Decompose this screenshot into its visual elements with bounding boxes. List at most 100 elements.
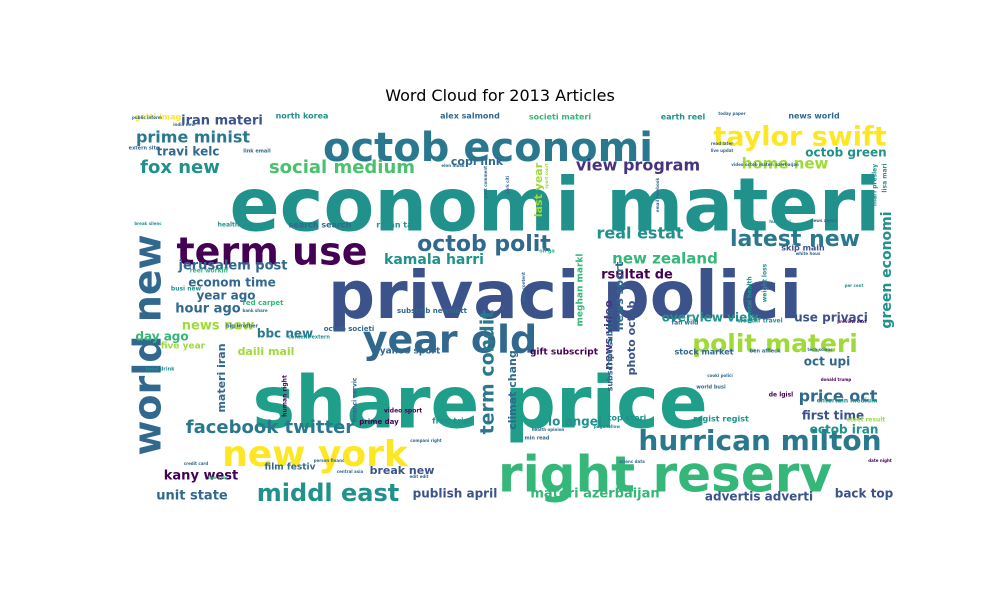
word-link-email: link email: [243, 149, 271, 155]
word-news-video: news video: [602, 300, 615, 370]
word-per-cent: per cent: [845, 283, 864, 288]
word-materi-iran: materi iran: [215, 343, 228, 412]
word-subscrib-newslett: subscrib newslett: [397, 307, 468, 315]
word-email-facebook: email facebook: [655, 178, 660, 213]
word-mental-health: mental health: [747, 276, 754, 323]
word-home-new: home new: [742, 155, 829, 173]
word-fox-new: fox new: [140, 157, 220, 178]
word-big-brother: big brother: [226, 324, 258, 330]
word-octob-polit: octob polit: [417, 232, 551, 257]
word-view-program: view program: [576, 156, 700, 175]
word-news-sport: news sport: [613, 262, 626, 331]
word-publish-april: publish april: [413, 487, 498, 501]
word-news-agenc: news agenc: [811, 218, 838, 223]
word-food-drink: food drink: [145, 367, 175, 373]
word-financi-servic: financi servic: [352, 377, 359, 422]
word-advertis-adverti: advertis adverti: [705, 490, 813, 504]
word-edit-edit: edit edit: [409, 474, 428, 479]
word-alex-salmond: alex salmond: [440, 112, 500, 121]
word-date-night: date night: [868, 458, 892, 463]
word-last-year: last year: [532, 162, 545, 217]
word-read-later: read later: [711, 141, 733, 146]
word-back-top: back top: [835, 487, 894, 501]
word-fan-wild: fan wild: [672, 320, 699, 327]
word-donald-trump: donald trump: [821, 377, 852, 382]
word-kany-west: kany west: [164, 469, 238, 484]
word-mari-presley: mari presley: [872, 164, 879, 206]
word-free-trial: free trial: [432, 417, 472, 426]
word-meghan-markl: meghan markl: [576, 254, 586, 327]
word-first-time: first time: [802, 409, 864, 423]
word-video-octob-materi-azerbaijan: video octob materi azerbaijan: [731, 162, 799, 167]
word-prime-minist: prime minist: [136, 128, 250, 147]
word-latest-new: latest new: [730, 227, 860, 252]
word-entertain-medium: entertain medium: [817, 398, 878, 405]
word-real-estat: real estat: [596, 224, 683, 243]
word-min-read: min read: [524, 436, 549, 442]
word-news-world: news world: [788, 112, 840, 121]
word-year-old: year old: [363, 318, 538, 362]
word-bank-share: bank share: [242, 308, 267, 313]
word-worklif-travel: worklif travel: [737, 318, 782, 325]
word-extern-site: extern site: [129, 146, 160, 152]
word-world-busi: world busi: [696, 385, 726, 391]
word-new-zealand: new zealand: [612, 250, 718, 268]
word-red-carpet: red carpet: [242, 299, 284, 307]
word-today-paper: today paper: [718, 111, 745, 116]
word-taylor-swift: taylor swift: [713, 122, 886, 153]
word-kamala-harri: kamala harri: [384, 252, 484, 268]
word-search-search: search search: [289, 221, 352, 230]
word-video-sport: video sport: [384, 408, 422, 415]
word-person-financ: person financ: [314, 458, 345, 463]
word-economi-materi: economi materi: [229, 163, 880, 249]
word-health-scienc: health scienc: [218, 222, 263, 229]
word-credit-card: credit card: [184, 461, 209, 466]
word-main-content: main content: [521, 272, 526, 302]
word-getti-imag: getti imag: [135, 113, 182, 122]
word-share-price: share price: [252, 361, 707, 445]
word-use-privaci: use privaci: [794, 311, 868, 325]
word-scienc-data: scienc data: [619, 459, 645, 464]
word-two-year: two year: [208, 475, 228, 480]
word-price-oct: price oct: [799, 387, 878, 406]
word-york-citi: york citi: [505, 175, 510, 194]
word-compani-right: compani right: [410, 438, 442, 443]
word-prime-day: prime day: [359, 418, 399, 426]
chart-title: Word Cloud for 2013 Articles: [385, 86, 615, 105]
word-social-medium: social medium: [269, 157, 415, 178]
word-copi-link: copi link: [451, 155, 504, 168]
word-post-comment: post comment: [483, 166, 488, 198]
word-oct-upi: oct upi: [804, 355, 851, 369]
word-lisa-mari: lisa mari: [882, 163, 889, 192]
word-break-silenc: break silenc: [134, 221, 162, 226]
word-term-use: term use: [177, 230, 368, 274]
word-rsultat-de: rsultat de: [601, 268, 673, 283]
word-photo-octob: photo octob: [625, 301, 638, 376]
word-year-ago: year ago: [196, 289, 255, 303]
word-octob-societi: octob societi: [324, 325, 375, 333]
word-green-economi: green economi: [879, 211, 895, 328]
word-reel-worklif: reel worklif: [190, 268, 229, 275]
word-skip-main: skip main: [781, 244, 825, 253]
word-stock-market: stock market: [675, 348, 734, 357]
word-regist-regist: regist regist: [693, 415, 749, 424]
word-white-hous: white hous: [796, 251, 821, 256]
word-octob-green: octob green: [805, 146, 886, 160]
word-page-follow: page follow: [594, 424, 621, 429]
word-live-updat: live updat: [711, 148, 734, 153]
word-travi-kelc: travi kelc: [157, 145, 220, 159]
word-daili-mail: daili mail: [238, 345, 295, 358]
word-tech-scienc: tech scienc: [807, 347, 833, 352]
word-hurrican-milton: hurrican milton: [638, 424, 881, 457]
word-elon-musk: elon musk: [441, 163, 464, 168]
word-break-new: break new: [370, 464, 435, 477]
word-yahoo-sport: yahoo sport: [380, 347, 441, 357]
word-bbc-new: bbc new: [257, 327, 313, 341]
word-india-new: india new: [173, 122, 195, 127]
word-iran-materi: iran materi: [181, 114, 263, 129]
word-jerusalem-post: jerusalem post: [178, 259, 288, 274]
word-econom-time: econom time: [188, 276, 275, 290]
word-central-asia: central asia: [337, 469, 364, 474]
word-materi-azerbaijan: materi azerbaijan: [530, 487, 659, 502]
